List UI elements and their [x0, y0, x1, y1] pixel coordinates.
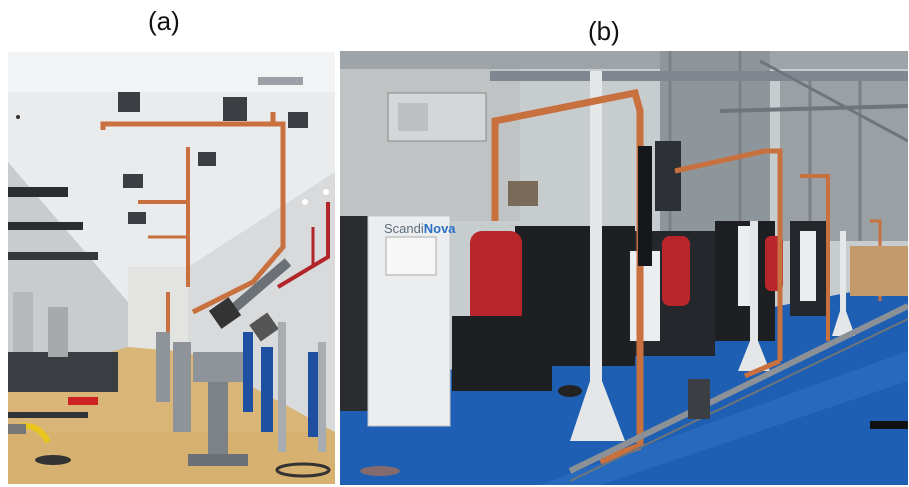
- photo-b-scene: [340, 51, 908, 485]
- panel-a-label: (a): [148, 6, 180, 36]
- photo-panel-a: [8, 52, 335, 484]
- cabinet-brand-logo: ScandiNova: [384, 221, 456, 236]
- brand-scandi: Scandi: [384, 221, 424, 236]
- panel-b-label: (b): [588, 16, 620, 46]
- photo-a-scene: [8, 52, 335, 484]
- brand-nova: Nova: [423, 221, 456, 236]
- photo-panel-b: ScandiNova: [340, 51, 908, 485]
